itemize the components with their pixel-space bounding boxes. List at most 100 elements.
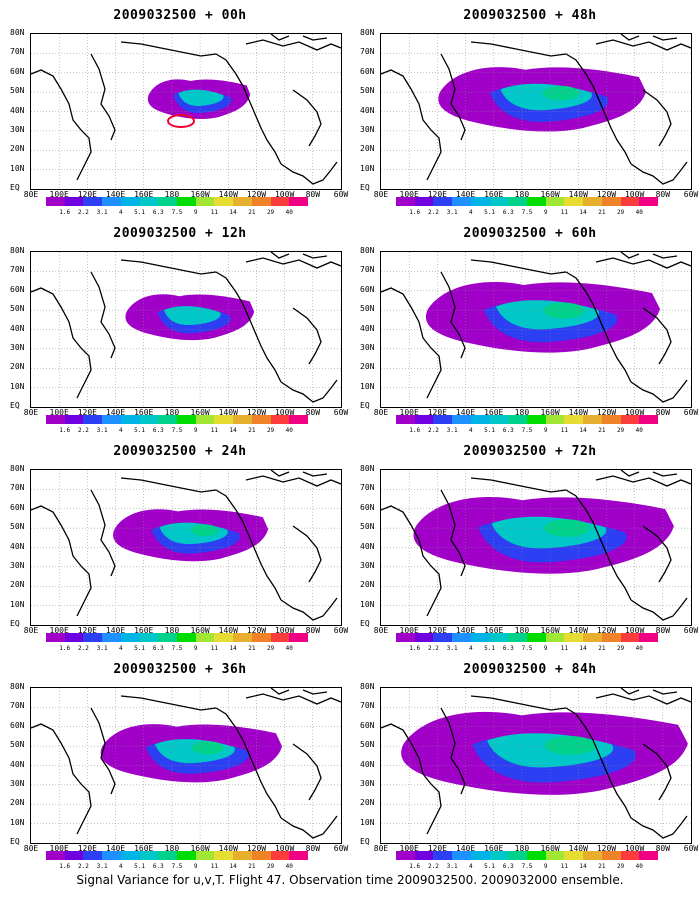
coastline [280, 597, 338, 621]
longitude-label: 160E [134, 844, 154, 853]
map-panel: 2009032500 + 72h 80N 70N 60N 50N 40N 30N 20N 10N… [360, 436, 700, 652]
map-frame [30, 33, 342, 190]
latitude-label: 30N [10, 124, 25, 134]
coastline [270, 34, 290, 41]
colorbar-label: 5.1 [134, 645, 145, 652]
colorbar-swatch [583, 851, 602, 860]
colorbar-swatch [214, 851, 234, 860]
variance-peak-region [191, 741, 224, 755]
colorbar-swatch [527, 633, 546, 642]
latitude-label: 50N [10, 304, 25, 314]
longitude-label: 100E [49, 626, 69, 635]
colorbar [396, 633, 659, 642]
colorbar-swatch [270, 633, 290, 642]
latitude-label: 20N [10, 798, 25, 808]
longitude-label: 100E [399, 190, 419, 199]
coastline [381, 69, 442, 181]
longitude-label: 60W [683, 190, 699, 199]
longitude-label: 80W [655, 408, 671, 417]
coastline [381, 723, 442, 835]
coastline [215, 271, 282, 383]
coastline [302, 471, 328, 477]
longitude-label: 80E [23, 844, 39, 853]
latitude-label: 30N [360, 124, 375, 134]
coastline [620, 34, 640, 41]
colorbar-swatch [233, 415, 252, 424]
coastline [90, 489, 116, 577]
colorbar-label: 9 [543, 645, 548, 652]
coastline [215, 489, 282, 601]
panel-title: 2009032500 + 84h [463, 662, 597, 677]
coastline [292, 307, 322, 365]
longitude-label: 80W [655, 190, 671, 199]
latitude-label: 30N [10, 778, 25, 788]
longitude-label: 120E [77, 844, 97, 853]
coastline [620, 470, 640, 477]
latitude-label: 20N [360, 144, 375, 154]
longitude-label: 80W [655, 844, 671, 853]
colorbar-label: 7.5 [171, 427, 183, 434]
colorbar-swatch [195, 851, 215, 860]
colorbar-label: 4 [469, 209, 473, 216]
latitude-label: 50N [360, 522, 375, 532]
colorbar [46, 633, 309, 642]
colorbar [396, 415, 659, 424]
latitude-label: 80N [360, 682, 375, 691]
colorbar-label: 9 [193, 645, 198, 652]
colorbar-label: 11 [210, 209, 219, 216]
longitude-label: 100W [624, 190, 645, 199]
latitude-label: 70N [360, 483, 375, 493]
longitude-label: 120E [77, 190, 97, 199]
latitude-label: 60N [360, 720, 375, 730]
colorbar-label: 11 [560, 645, 569, 652]
colorbar-swatch [177, 851, 196, 860]
variance-peak-region [190, 524, 219, 537]
longitude-label: 100E [399, 626, 419, 635]
colorbar-swatch [396, 633, 415, 642]
colorbar-label: 1.6 [59, 427, 71, 434]
coastline [292, 743, 322, 801]
coastline [470, 41, 567, 57]
colorbar-swatch [414, 197, 434, 206]
variance-field [413, 496, 674, 574]
colorbar-swatch [639, 851, 659, 860]
longitude-label: 140E [455, 190, 476, 199]
colorbar-label: 2.2 [78, 863, 89, 870]
coastline [270, 252, 290, 259]
colorbar-label: 5.1 [484, 863, 495, 870]
coastline [630, 161, 688, 185]
longitude-label: 140W [568, 190, 588, 199]
longitude-label: 120E [77, 408, 97, 417]
colorbar-swatch [452, 197, 471, 206]
map-panel: 2009032500 + 60h 80N 70N 60N 50N 40N 30N 20N 10N… [360, 218, 700, 434]
coastline [595, 475, 691, 487]
longitude-label: 140W [218, 844, 238, 853]
longitude-label: 160W [190, 626, 210, 635]
colorbar-label: 21 [598, 863, 606, 870]
longitude-label: 100E [49, 844, 69, 853]
coastline [31, 505, 92, 617]
colorbar-swatch [195, 415, 215, 424]
latitude-label: 40N [360, 105, 375, 115]
coastline [440, 707, 466, 795]
longitude-label: 100W [274, 408, 295, 417]
colorbar-swatch [120, 851, 140, 860]
latitude-label: 60N [360, 66, 375, 76]
coastline [302, 35, 328, 41]
colorbar-swatch [177, 415, 196, 424]
colorbar-swatch [527, 851, 546, 860]
colorbar-swatch [452, 415, 471, 424]
coastline [215, 53, 282, 165]
colorbar-swatch [46, 415, 65, 424]
colorbar-swatch [289, 633, 309, 642]
colorbar-label: 5.1 [484, 645, 495, 652]
colorbar-swatch [102, 633, 121, 642]
latitude-label: EQ [360, 837, 370, 846]
latitude-label: 70N [360, 265, 375, 275]
latitude-label: 50N [10, 86, 25, 96]
longitude-label: 80E [23, 190, 39, 199]
colorbar-swatch [120, 633, 140, 642]
coastline [470, 477, 567, 493]
latitude-label: 40N [10, 759, 25, 769]
latitude-label: EQ [360, 401, 370, 410]
